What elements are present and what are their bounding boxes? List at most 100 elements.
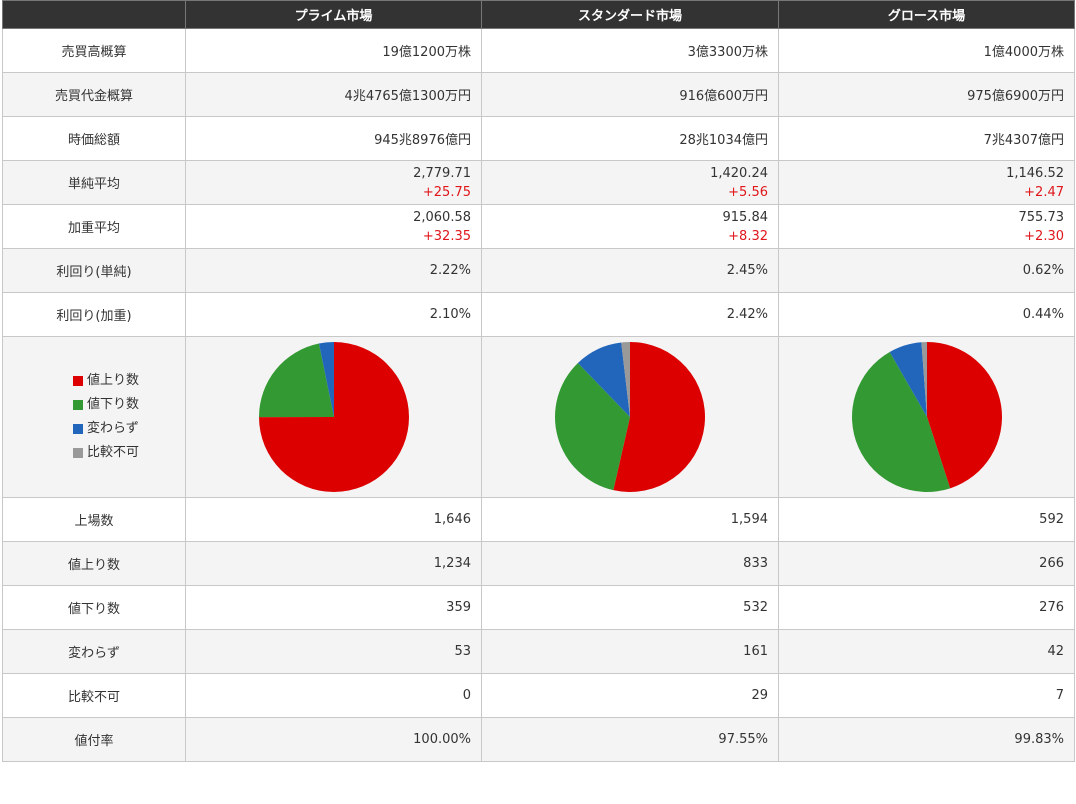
chart-legend-cell: 値上り数 値下り数 変わらず 比較不可: [2, 336, 186, 498]
cell-standard: 29: [481, 673, 779, 718]
pie-chart-growth: [851, 342, 1002, 492]
cell-standard: 1,420.24 +5.56: [481, 160, 779, 205]
pie-slice-not-comparable: [920, 342, 927, 417]
row-label: 加重平均: [2, 204, 186, 249]
average-value: 755.73: [1018, 209, 1065, 225]
row-advances: 値上り数 1,234 833 266: [2, 541, 1075, 586]
chart-legend: 値上り数 値下り数 変わらず 比較不可: [13, 369, 175, 465]
row-label: 値上り数: [2, 541, 186, 586]
average-change: +5.56: [728, 184, 768, 200]
average-value: 1,146.52: [1006, 165, 1064, 181]
cell-growth: 42: [778, 629, 1075, 674]
pie-slice-unchanged: [577, 342, 630, 417]
cell-prime: 0: [185, 673, 482, 718]
row-yield-weighted: 利回り(加重) 2.10% 2.42% 0.44%: [2, 292, 1075, 337]
row-unchanged: 変わらず 53 161 42: [2, 629, 1075, 674]
cell-prime: 1,234: [185, 541, 482, 586]
cell-growth: 1億4000万株: [778, 28, 1075, 73]
row-weighted-average: 加重平均 2,060.58 +32.35 915.84 +8.32 755.73…: [2, 204, 1075, 249]
legend-label: 値下り数: [87, 397, 140, 412]
cell-prime: 945兆8976億円: [185, 116, 482, 161]
cell-growth: 99.83%: [778, 717, 1075, 762]
pie-slice-declines: [258, 343, 334, 418]
cell-growth: 0.44%: [778, 292, 1075, 337]
cell-standard: 833: [481, 541, 779, 586]
cell-prime: 2.10%: [185, 292, 482, 337]
header-prime: プライム市場: [185, 0, 482, 29]
average-value: 2,060.58: [413, 209, 471, 225]
cell-standard: 2.45%: [481, 248, 779, 293]
row-label: 売買代金概算: [2, 72, 186, 117]
pie-slice-declines: [555, 363, 630, 491]
header-corner: [2, 0, 186, 29]
row-trading-volume: 売買高概算 19億1200万株 3億3300万株 1億4000万株: [2, 28, 1075, 73]
row-advance-decline-charts: 値上り数 値下り数 変わらず 比較不可: [2, 336, 1075, 498]
average-value: 1,420.24: [710, 165, 768, 181]
market-summary-table: プライム市場 スタンダード市場 グロース市場 売買高概算 19億1200万株 3…: [2, 0, 1075, 762]
row-listed-count: 上場数 1,646 1,594 592: [2, 497, 1075, 542]
cell-standard: 3億3300万株: [481, 28, 779, 73]
pie-slice-advances: [258, 342, 409, 492]
row-yield-simple: 利回り(単純) 2.22% 2.45% 0.62%: [2, 248, 1075, 293]
cell-prime: 2,779.71 +25.75: [185, 160, 482, 205]
row-label: 利回り(単純): [2, 248, 186, 293]
row-label: 時価総額: [2, 116, 186, 161]
legend-label: 比較不可: [87, 445, 140, 460]
cell-standard: 2.42%: [481, 292, 779, 337]
cell-growth: 755.73 +2.30: [778, 204, 1075, 249]
row-label: 単純平均: [2, 160, 186, 205]
pie-slice-advances: [613, 342, 705, 492]
row-trading-ratio: 値付率 100.00% 97.55% 99.83%: [2, 717, 1075, 762]
cell-growth: 266: [778, 541, 1075, 586]
cell-prime: 359: [185, 585, 482, 630]
row-label: 利回り(加重): [2, 292, 186, 337]
cell-prime: 2,060.58 +32.35: [185, 204, 482, 249]
legend-item-declines: 値下り数: [73, 393, 175, 417]
cell-standard: 161: [481, 629, 779, 674]
average-change: +8.32: [728, 228, 768, 244]
cell-growth: 0.62%: [778, 248, 1075, 293]
row-label: 値下り数: [2, 585, 186, 630]
pie-cell-growth: [778, 336, 1075, 498]
legend-label: 値上り数: [87, 373, 140, 388]
row-label: 変わらず: [2, 629, 186, 674]
legend-item-advances: 値上り数: [73, 369, 175, 393]
row-label: 売買高概算: [2, 28, 186, 73]
header-growth: グロース市場: [778, 0, 1075, 29]
cell-standard: 916億600万円: [481, 72, 779, 117]
cell-standard: 1,594: [481, 497, 779, 542]
cell-standard: 915.84 +8.32: [481, 204, 779, 249]
cell-prime: 1,646: [185, 497, 482, 542]
header-standard: スタンダード市場: [481, 0, 779, 29]
legend-swatch: [73, 448, 83, 458]
pie-slice-unchanged: [889, 342, 927, 417]
row-trading-value: 売買代金概算 4兆4765億1300万円 916億600万円 975億6900万…: [2, 72, 1075, 117]
average-change: +32.35: [422, 228, 471, 244]
cell-standard: 532: [481, 585, 779, 630]
cell-growth: 276: [778, 585, 1075, 630]
legend-label: 変わらず: [87, 421, 139, 436]
average-change: +2.30: [1024, 228, 1064, 244]
header-row: プライム市場 スタンダード市場 グロース市場: [2, 0, 1075, 29]
cell-growth: 7兆4307億円: [778, 116, 1075, 161]
pie-chart-standard: [555, 342, 705, 492]
cell-prime: 53: [185, 629, 482, 674]
pie-slice-not-comparable: [621, 342, 630, 417]
cell-growth: 1,146.52 +2.47: [778, 160, 1075, 205]
row-label: 値付率: [2, 717, 186, 762]
cell-standard: 28兆1034億円: [481, 116, 779, 161]
row-simple-average: 単純平均 2,779.71 +25.75 1,420.24 +5.56 1,14…: [2, 160, 1075, 205]
cell-prime: 100.00%: [185, 717, 482, 762]
pie-slice-advances: [926, 342, 1002, 489]
cell-prime: 2.22%: [185, 248, 482, 293]
legend-swatch: [73, 424, 83, 434]
cell-growth: 7: [778, 673, 1075, 718]
average-change: +25.75: [422, 184, 471, 200]
cell-growth: 975億6900万円: [778, 72, 1075, 117]
average-value: 915.84: [722, 209, 769, 225]
pie-chart-prime: [258, 342, 409, 492]
cell-prime: 4兆4765億1300万円: [185, 72, 482, 117]
average-change: +2.47: [1024, 184, 1064, 200]
row-label: 比較不可: [2, 673, 186, 718]
pie-slice-declines: [851, 351, 950, 492]
